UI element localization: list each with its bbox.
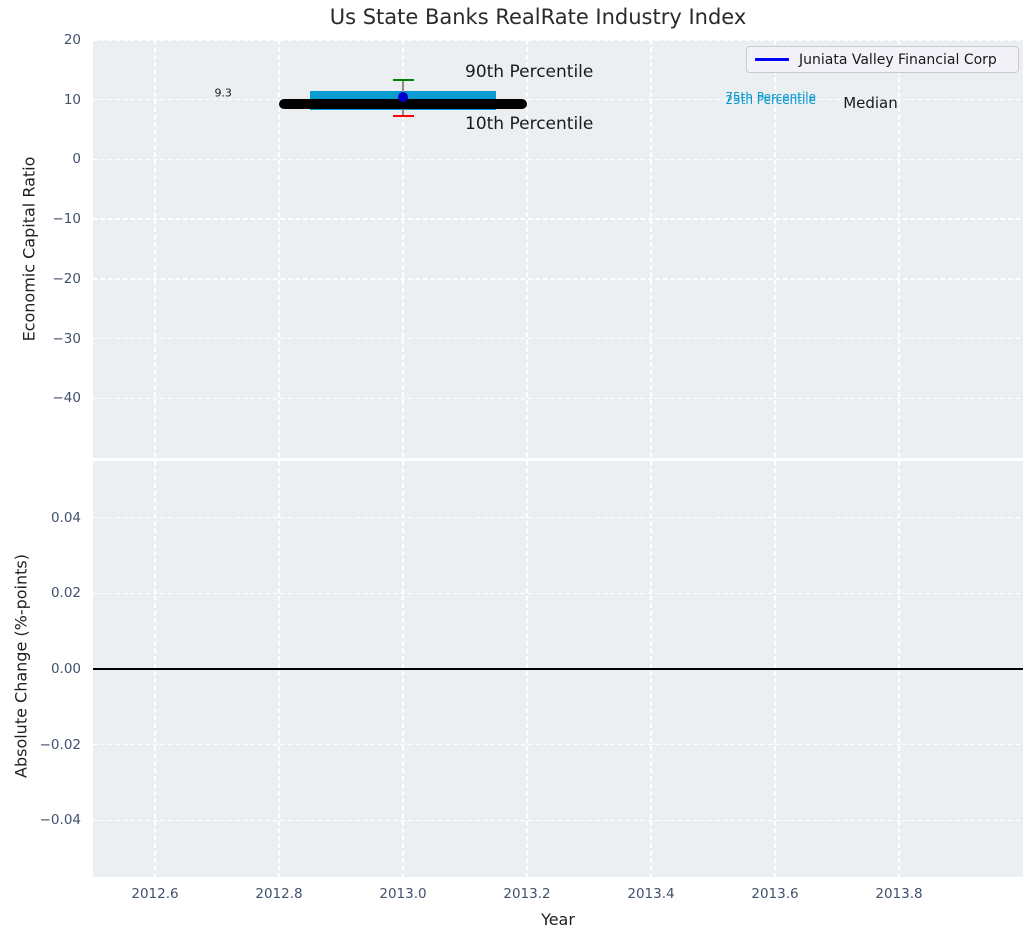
x-tick-label: 2012.8 [255,886,303,902]
y-tick-label: −30 [52,330,82,347]
y-tick-label: −0.04 [39,812,81,829]
annotation-p25: 25th Percentile [725,93,816,108]
y-tick-label: 0.04 [50,509,81,526]
y-gridline [93,278,1023,280]
y-tick-label: −40 [52,390,82,407]
industry-p90-cap [392,78,414,82]
x-tick-label: 2013.6 [751,886,799,902]
y-tick-label: −10 [52,211,82,228]
y-gridline [93,743,1023,746]
y-gridline [93,158,1023,161]
y-tick-label: 0.02 [50,585,81,602]
legend-line-icon [755,58,789,61]
annotation-p90: 90th Percentile [465,62,594,83]
industry-median-line [279,99,527,109]
x-gridline [154,40,156,458]
annotation-p75: 75th Percentile [725,89,816,104]
annotation-median: Median [843,94,898,113]
y-gridline [93,39,1023,41]
chart-title: Us State Banks RealRate Industry Index [329,5,747,29]
x-gridline [650,40,652,458]
x-gridline [402,40,404,458]
x-tick-label: 2013.4 [627,886,675,902]
x-gridline [278,40,280,458]
y-tick-label: 10 [63,91,81,108]
y-gridline [93,516,1023,519]
top-axes [93,40,1023,458]
y-gridline [93,98,1023,101]
top-y-axis-label: Economic Capital Ratio [19,156,39,342]
y-tick-label: 20 [63,32,81,48]
x-tick-label: 2013.2 [503,886,551,902]
legend: Juniata Valley Financial Corp [746,46,1019,73]
annotation-median-value: 9.3 [214,86,232,100]
y-tick-label: 0.00 [50,661,81,677]
y-tick-label: 0 [72,151,81,168]
legend-entry-label: Juniata Valley Financial Corp [799,51,997,68]
industry-p10-cap [392,114,414,118]
company-data-point [398,92,408,103]
bottom-y-axis-label: Absolute Change (%-points) [11,554,31,778]
y-gridline [93,337,1023,340]
y-gridline [93,218,1023,220]
zero-line [93,668,1023,670]
annotation-p10: 10th Percentile [465,114,594,135]
y-tick-label: −0.02 [39,736,81,753]
y-tick-label: −20 [52,270,82,287]
x-gridline [898,40,900,458]
y-gridline [93,592,1023,595]
x-gridline [774,40,776,458]
y-gridline [93,397,1023,400]
x-tick-label: 2013.0 [379,886,427,902]
x-tick-label: 2012.6 [131,886,179,902]
x-tick-label: 2013.8 [875,886,923,902]
x-axis-label: Year [541,910,575,929]
y-gridline [93,819,1023,822]
x-gridline [526,40,528,458]
